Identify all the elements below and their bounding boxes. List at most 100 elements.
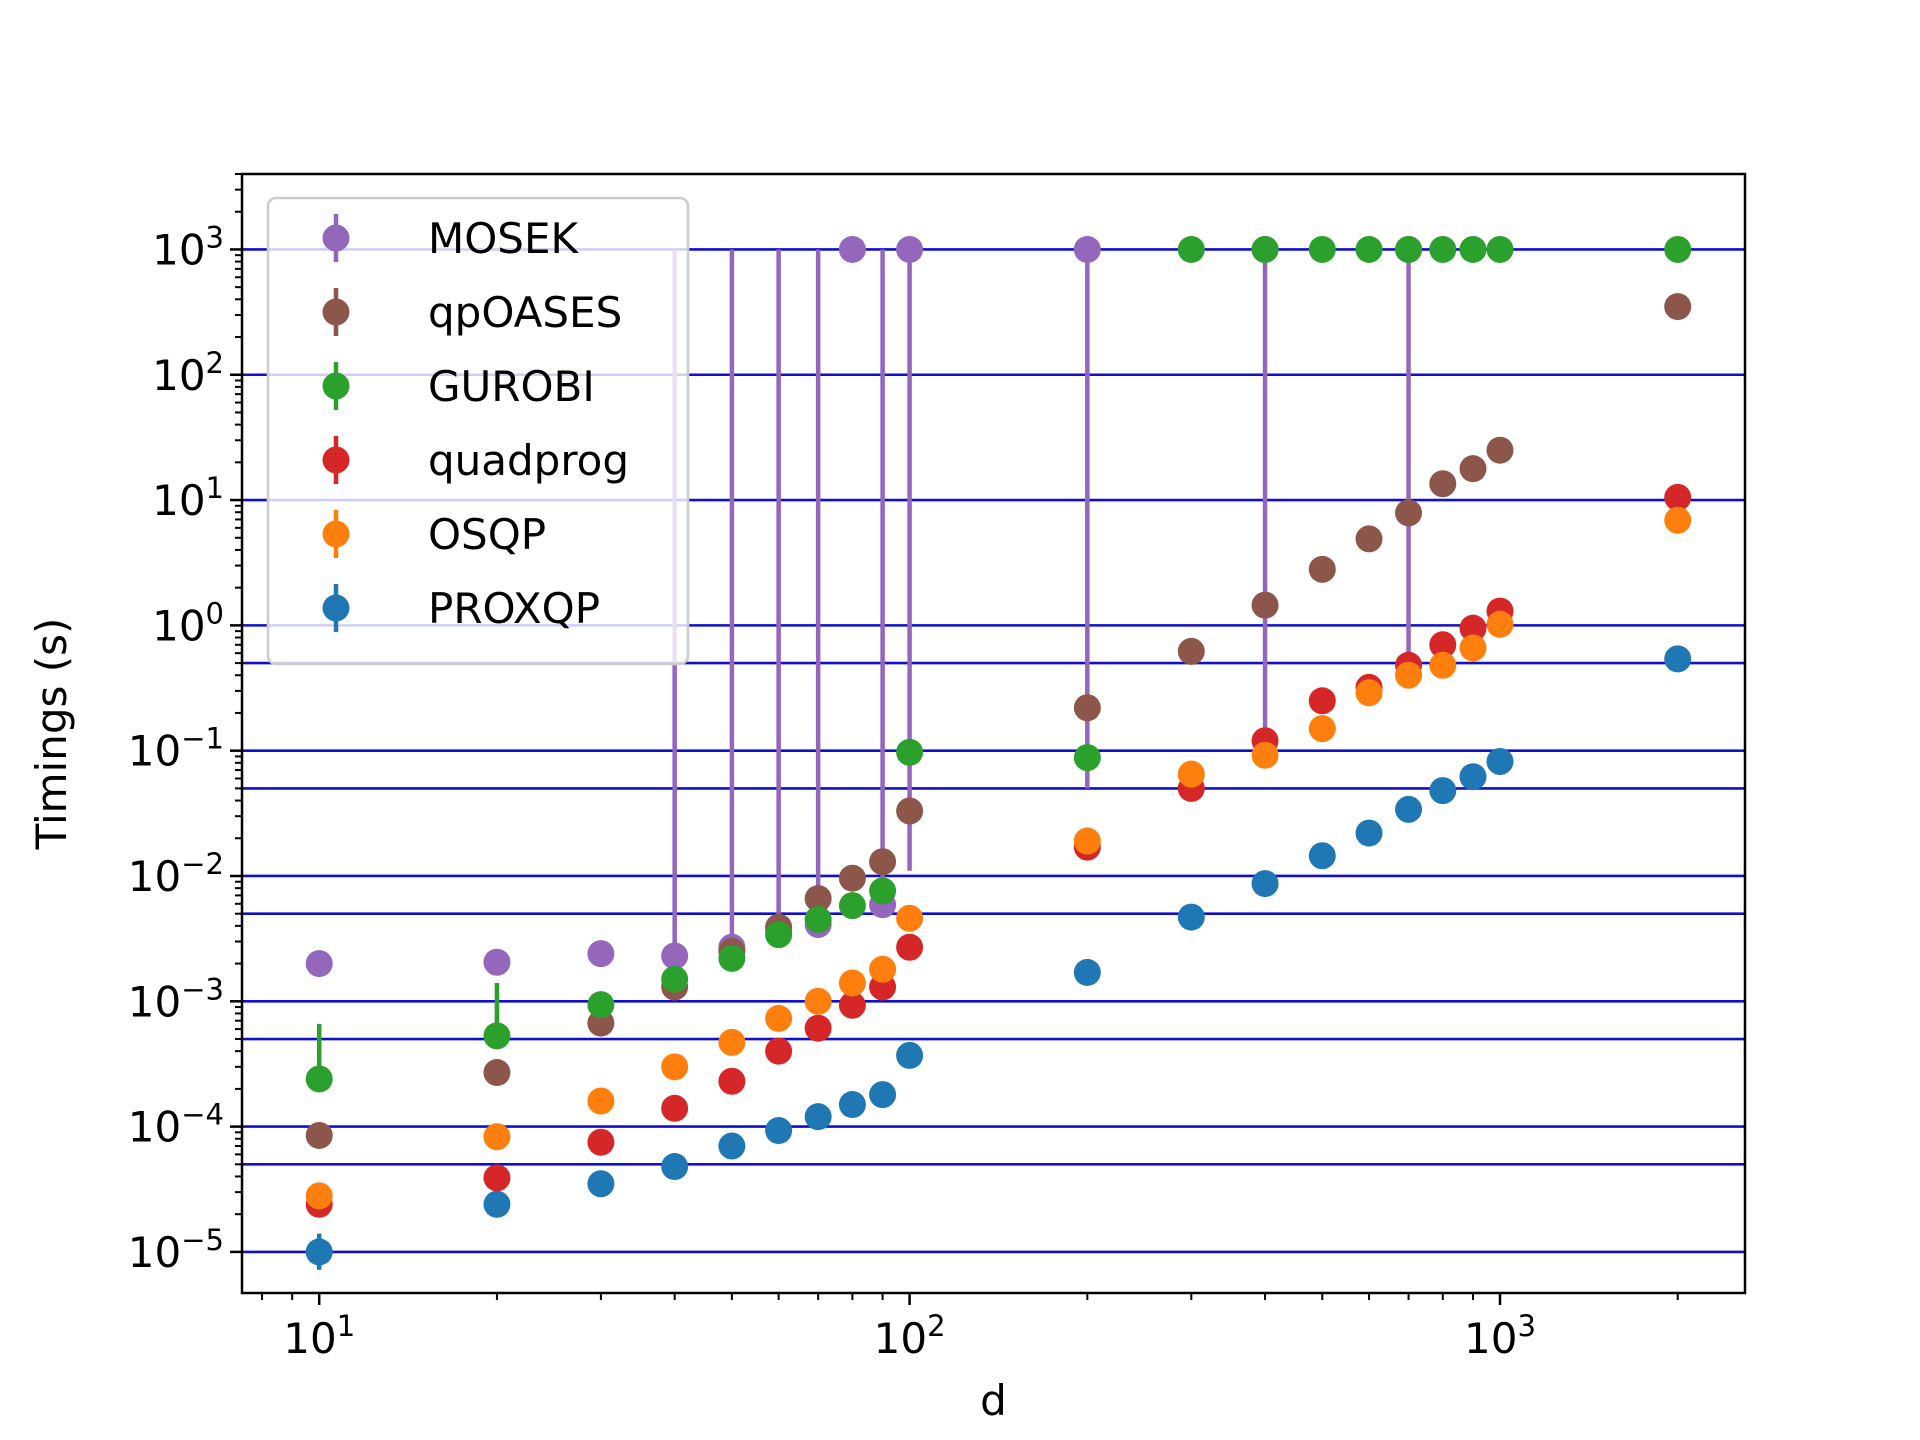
legend-marker-mosek xyxy=(322,224,350,252)
point-osqp xyxy=(718,1028,746,1056)
point-qpoases xyxy=(1355,525,1383,553)
point-gurobi xyxy=(1664,235,1692,263)
y-tick-label: 10−1 xyxy=(128,722,224,776)
axis-ticks: 101 102 103 103 102 101 100 10−1 10−2 10−3 10−4 10−… xyxy=(128,173,1679,1363)
point-qpoases xyxy=(1664,293,1692,321)
point-osqp xyxy=(765,1004,793,1032)
legend-marker-proxqp xyxy=(322,594,350,622)
legend-marker-quadprog xyxy=(322,446,350,474)
point-osqp xyxy=(1664,506,1692,534)
point-quadprog xyxy=(1429,631,1457,659)
legend-marker-gurobi xyxy=(322,372,350,400)
point-qpoases xyxy=(305,1121,333,1149)
point-mosek xyxy=(1073,235,1101,263)
point-proxqp xyxy=(1664,645,1692,673)
point-quadprog xyxy=(718,1067,746,1095)
point-qpoases xyxy=(804,885,832,913)
point-quadprog xyxy=(1308,687,1336,715)
point-qpoases xyxy=(1486,436,1514,464)
point-qpoases xyxy=(1395,499,1423,527)
point-qpoases xyxy=(1429,470,1457,498)
point-proxqp xyxy=(1177,903,1205,931)
point-gurobi xyxy=(483,1022,511,1050)
point-gurobi xyxy=(305,1065,333,1093)
point-osqp xyxy=(1486,610,1514,638)
point-proxqp xyxy=(1395,795,1423,823)
point-mosek xyxy=(305,950,333,978)
point-quadprog xyxy=(765,1037,793,1065)
point-proxqp xyxy=(1355,819,1383,847)
x-tick-label: 103 xyxy=(1464,1309,1536,1363)
point-quadprog xyxy=(1664,483,1692,511)
point-quadprog xyxy=(896,933,924,961)
point-qpoases xyxy=(1251,591,1279,619)
point-osqp xyxy=(1355,679,1383,707)
point-quadprog xyxy=(483,1164,511,1192)
point-osqp xyxy=(1459,634,1487,662)
y-tick-label: 102 xyxy=(152,346,224,400)
point-osqp xyxy=(804,987,832,1015)
point-gurobi xyxy=(1308,235,1336,263)
point-gurobi xyxy=(1395,235,1423,263)
data-markers xyxy=(305,235,1692,1266)
legend-label-qpoases: qpOASES xyxy=(428,288,622,337)
y-tick-label: 100 xyxy=(152,596,224,650)
point-qpoases xyxy=(1308,555,1336,583)
point-osqp xyxy=(587,1087,615,1115)
point-proxqp xyxy=(1251,870,1279,898)
point-osqp xyxy=(1073,827,1101,855)
legend-label-mosek: MOSEK xyxy=(428,214,579,263)
point-gurobi xyxy=(896,738,924,766)
point-proxqp xyxy=(1429,777,1457,805)
point-quadprog xyxy=(804,1014,832,1042)
point-qpoases xyxy=(869,848,897,876)
point-qpoases xyxy=(838,864,866,892)
point-gurobi xyxy=(838,892,866,920)
point-gurobi xyxy=(1251,235,1279,263)
point-qpoases xyxy=(1073,694,1101,722)
point-mosek xyxy=(587,940,615,968)
y-tick-label: 10−5 xyxy=(128,1223,224,1277)
point-osqp xyxy=(1177,760,1205,788)
point-proxqp xyxy=(896,1041,924,1069)
point-osqp xyxy=(1308,715,1336,743)
point-gurobi xyxy=(765,921,793,949)
x-tick-label: 101 xyxy=(283,1309,355,1363)
x-axis-label: d xyxy=(980,1376,1007,1425)
legend-box xyxy=(266,196,690,666)
point-proxqp xyxy=(587,1170,615,1198)
point-osqp xyxy=(483,1123,511,1151)
point-gurobi xyxy=(869,877,897,905)
point-gurobi xyxy=(804,905,832,933)
point-gurobi xyxy=(1177,235,1205,263)
point-quadprog xyxy=(838,991,866,1019)
point-mosek xyxy=(661,942,689,970)
point-osqp xyxy=(1395,661,1423,689)
point-osqp xyxy=(1251,741,1279,769)
y-tick-label: 103 xyxy=(152,220,224,274)
point-proxqp xyxy=(1308,842,1336,870)
point-osqp xyxy=(1429,651,1457,679)
point-gurobi xyxy=(718,944,746,972)
y-tick-label: 10−2 xyxy=(128,847,224,901)
point-qpoases xyxy=(483,1059,511,1087)
point-proxqp xyxy=(1486,747,1514,775)
legend-label-osqp: OSQP xyxy=(428,510,546,559)
legend-label-proxqp: PROXQP xyxy=(428,584,600,633)
point-proxqp xyxy=(483,1190,511,1218)
point-osqp xyxy=(869,955,897,983)
point-proxqp xyxy=(765,1117,793,1145)
point-qpoases xyxy=(896,797,924,825)
point-gurobi xyxy=(1486,235,1514,263)
point-osqp xyxy=(661,1053,689,1081)
point-gurobi xyxy=(587,991,615,1019)
point-proxqp xyxy=(869,1081,897,1109)
point-proxqp xyxy=(661,1153,689,1181)
legend: MOSEK qpOASES GUROBI quadprog OSQP PROXQP xyxy=(266,196,690,666)
point-proxqp xyxy=(838,1091,866,1119)
point-quadprog xyxy=(1459,614,1487,642)
point-quadprog xyxy=(661,1094,689,1122)
point-gurobi xyxy=(1073,744,1101,772)
point-osqp xyxy=(838,969,866,997)
